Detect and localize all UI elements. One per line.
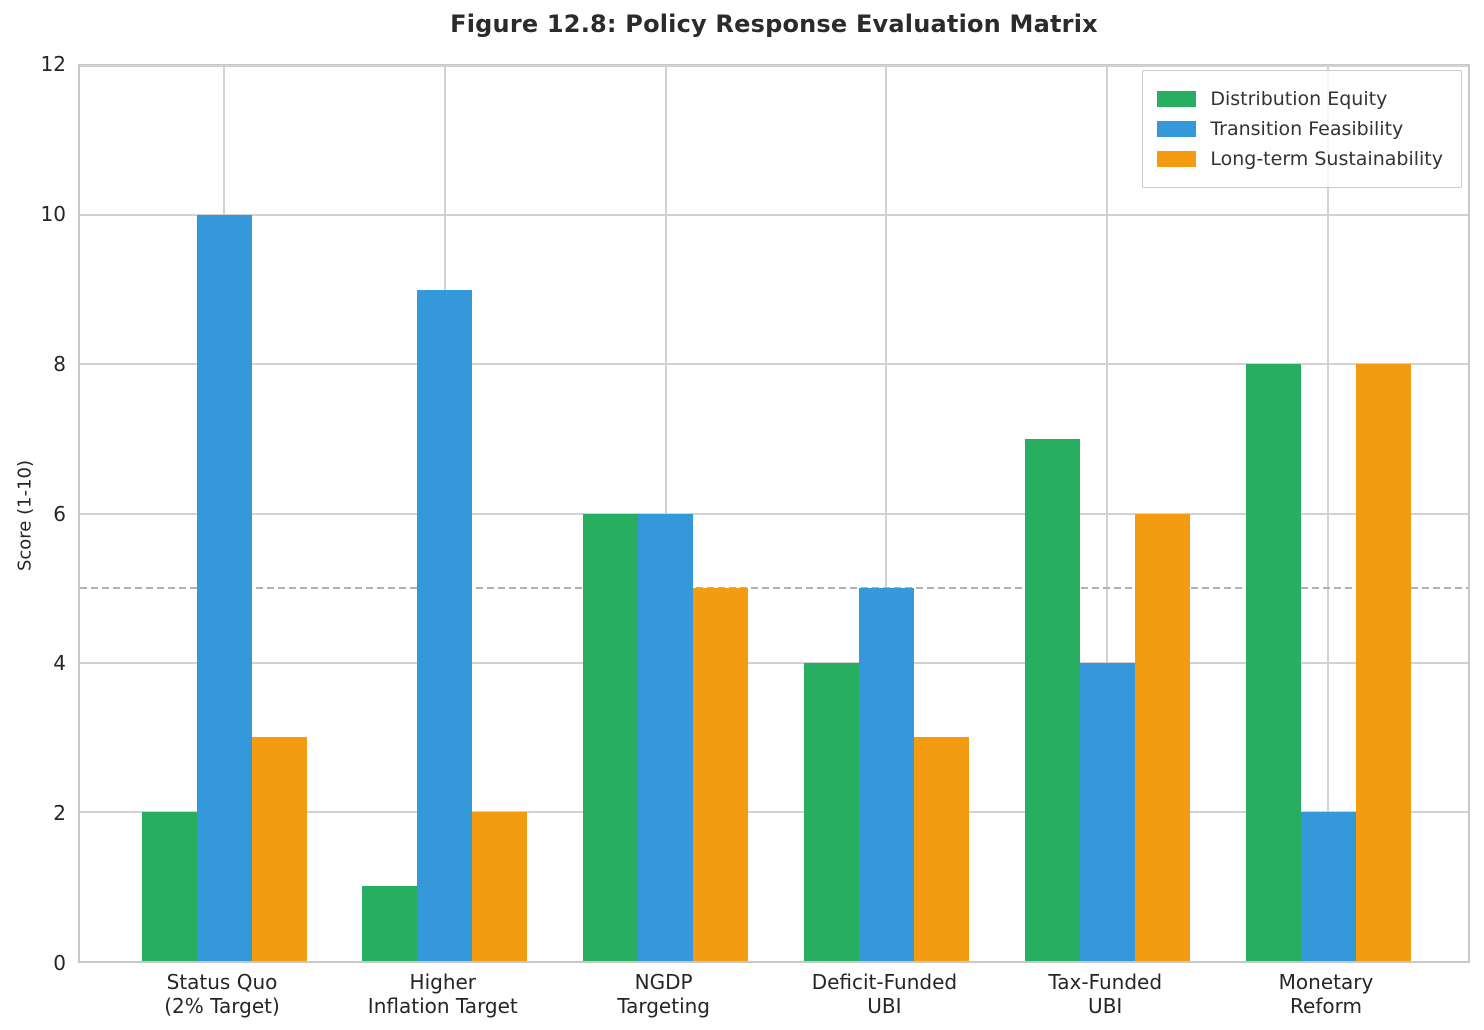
legend-item: Long-term Sustainability [1157,144,1443,174]
bar [638,513,694,961]
y-tick-label: 10 [40,201,66,226]
x-tick-label: Deficit-Funded UBI [811,970,958,1018]
legend-swatch [1157,91,1197,107]
bar [803,662,859,961]
legend-label: Distribution Equity [1210,88,1388,110]
gridline-horizontal [80,65,1468,67]
legend-label: Long-term Sustainability [1210,148,1443,170]
bar [1079,662,1135,961]
x-tick-label: Monetary Reform [1278,970,1374,1018]
bar [362,886,418,961]
chart-title: Figure 12.8: Policy Response Evaluation … [450,10,1098,38]
legend-swatch [1157,151,1197,167]
bar [1355,364,1411,961]
x-tick-label: NGDP Targeting [617,970,710,1018]
legend-label: Transition Feasibility [1210,118,1404,140]
legend-item: Distribution Equity [1157,84,1443,114]
gridline-horizontal [80,512,1468,515]
y-tick-label: 8 [53,351,66,376]
y-tick-label: 6 [53,501,66,526]
legend: Distribution Equity Transition Feasibilit… [1142,70,1462,188]
gridline-horizontal [80,363,1468,366]
bar [141,811,197,961]
bar [1245,364,1301,961]
gridline-horizontal [80,810,1468,813]
bar [583,513,639,961]
plot-area: Distribution Equity Transition Feasibilit… [78,64,1470,963]
bar [472,811,528,961]
x-tick-label: Tax-Funded UBI [1048,970,1163,1018]
bar [1300,811,1356,961]
gridline-vertical [885,66,888,961]
y-tick-label: 2 [53,801,66,826]
x-tick-label: Status Quo (2% Target) [164,970,280,1018]
bar [858,588,914,961]
y-tick-label: 0 [53,951,66,975]
y-tick-label: 4 [53,651,66,676]
bar [196,215,252,961]
bar [1134,513,1190,961]
legend-item: Transition Feasibility [1157,114,1443,144]
gridline-horizontal [80,214,1468,217]
legend-swatch [1157,121,1197,137]
reference-line [80,587,1468,590]
bar [1024,438,1080,961]
gridline-horizontal [80,661,1468,664]
gridline-vertical [1327,66,1329,961]
bar [693,588,749,961]
x-tick-label: Higher Inflation Target [367,970,518,1018]
gridline-vertical [1106,66,1109,961]
y-tick-label: 12 [40,52,66,76]
bar [913,737,969,961]
bar [251,737,307,961]
bar [417,289,473,961]
